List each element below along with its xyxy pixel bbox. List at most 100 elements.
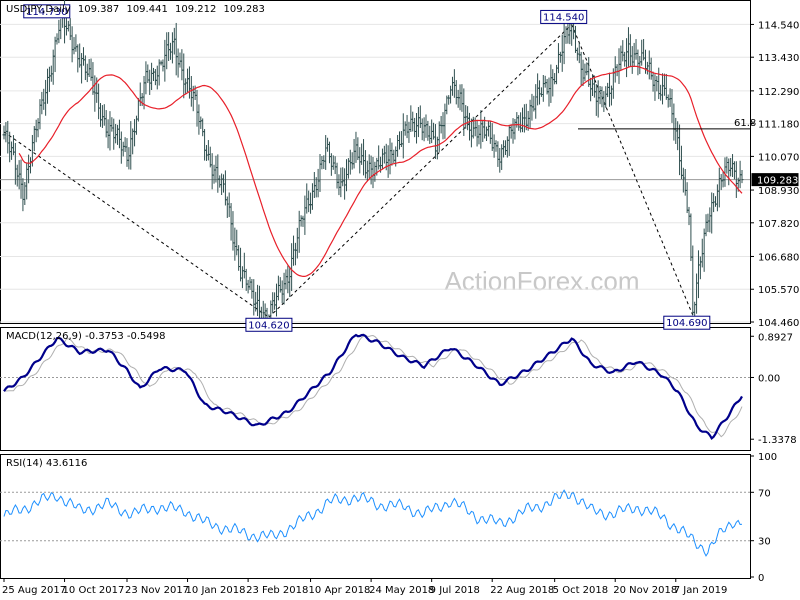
ohlc-bar (23, 181, 27, 205)
pivot-label: 114.730 (23, 4, 71, 19)
ohlc-bar (634, 39, 638, 60)
ohlc-bar (10, 141, 14, 160)
x-tick-label: 24 May 2018 (369, 585, 434, 596)
pivot-label-text: 114.730 (26, 7, 67, 18)
ohlc-bar (108, 111, 112, 151)
pivot-label: 104.690 (663, 315, 711, 330)
ohlc-bar (371, 156, 375, 189)
ohlc-bar (598, 86, 602, 105)
ohlc-bar (602, 91, 606, 112)
pivot-label-box (540, 9, 588, 24)
ohlc-bar (679, 145, 683, 180)
ohlc-bar (479, 110, 483, 149)
ohlc-bar (405, 114, 409, 139)
ohlc-bar (562, 21, 566, 65)
ohlc-bar (66, 20, 70, 32)
ohlc-bar (714, 196, 718, 207)
ohlc-bar (184, 78, 188, 95)
macd-signal-line (3, 334, 743, 438)
ohlc-bar (316, 168, 320, 198)
ohlc-bar (447, 95, 451, 105)
ohlc-bar (220, 173, 224, 195)
macd-title: MACD(12,26,9) -0.3753 -0.5498 (6, 331, 166, 342)
x-tick-label: 20 Nov 2018 (613, 585, 677, 596)
ohlc-bar (91, 62, 95, 95)
ohlc-bar (534, 84, 538, 119)
ohlc-bar (155, 65, 159, 90)
ohlc-high: 109.441 (126, 4, 167, 15)
ohlc-bar (437, 121, 441, 152)
ohlc-bar (589, 77, 593, 102)
ohlc-bar (314, 177, 318, 198)
ohlc-bar (278, 277, 282, 293)
ohlc-bar (74, 34, 78, 52)
ohlc-bar (38, 99, 42, 130)
ohlc-bar (303, 195, 307, 235)
ohlc-bar (218, 175, 222, 188)
ohlc-bar (632, 42, 636, 67)
ohlc-bar (358, 147, 362, 174)
ohlc-bar (452, 69, 456, 98)
ohlc-bar (543, 75, 547, 88)
dashed-trendline (268, 24, 573, 318)
x-tick-label: 22 Aug 2018 (490, 585, 554, 596)
fib-level: 61.8 (578, 118, 756, 130)
ohlc-bar (170, 32, 174, 64)
price-y-tick-label: 105.570 (758, 285, 799, 296)
ohlc-bar (439, 115, 443, 134)
ohlc-bar (28, 157, 32, 174)
x-tick-label: 10 Jan 2018 (186, 585, 246, 596)
ohlc-bar (659, 84, 663, 101)
ohlc-bar (165, 32, 169, 70)
ohlc-bar (343, 168, 347, 200)
ohlc-bar (83, 55, 87, 81)
ohlc-bar (592, 75, 596, 98)
ohlc-bar (666, 94, 670, 108)
ohlc-bar (715, 184, 719, 212)
pivot-label-box (663, 315, 711, 330)
ohlc-bar (700, 238, 704, 268)
ohlc-bar (367, 154, 371, 179)
ohlc-bar (312, 172, 316, 198)
ohlc-bar (310, 183, 314, 210)
ohlc-bar (496, 141, 500, 167)
macd-panel-frame (0, 327, 751, 451)
ohlc-bar (685, 182, 689, 214)
ohlc-bar (500, 144, 504, 170)
ohlc-bar (415, 112, 419, 144)
ohlc-bar (702, 228, 706, 272)
pivot-label: 104.620 (245, 317, 293, 332)
pivot-label-text: 104.620 (248, 320, 289, 331)
ohlc-bar (204, 145, 208, 161)
ohlc-bar (630, 46, 634, 74)
ohlc-bar (72, 37, 76, 55)
ohlc-bar (492, 134, 496, 158)
x-tick-label: 7 Jan 2019 (674, 585, 728, 596)
ohlc-bar (333, 156, 337, 175)
ohlc-bar (345, 159, 349, 192)
ohlc-bar (708, 207, 712, 233)
ohlc-bar (581, 59, 585, 86)
ohlc-bar (454, 80, 458, 105)
x-tick-label: 5 Oct 2018 (553, 585, 608, 596)
price-y-tick-label: 112.290 (758, 87, 799, 98)
ohlc-bar (651, 71, 655, 92)
ohlc-bar (53, 36, 57, 73)
last-price-box (751, 173, 799, 187)
ohlc-bar (225, 196, 229, 218)
ohlc-bar (547, 77, 551, 107)
ohlc-bar (653, 74, 657, 101)
price-gridlines (0, 23, 750, 323)
pivot-label: 114.540 (540, 9, 588, 24)
ohlc-bar (227, 192, 231, 218)
ohlc-bar (373, 161, 377, 182)
ohlc-bar (462, 88, 466, 137)
price-y-tick-label: 110.070 (758, 152, 799, 163)
ohlc-bar (167, 32, 171, 61)
price-y-tick-label: 106.680 (758, 252, 799, 263)
ohlc-bar (335, 162, 339, 189)
ohlc-bar (396, 134, 400, 157)
ohlc-bar (210, 153, 214, 190)
ohlc-bar (51, 49, 55, 85)
